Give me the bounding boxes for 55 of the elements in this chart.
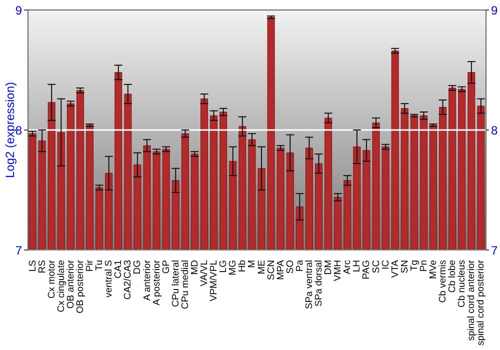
x-tick-label: Arc — [342, 260, 354, 274]
x-tick-label: RS — [36, 260, 48, 274]
x-tick-label: VPM/VPL — [208, 260, 220, 302]
x-tick-label: DM — [323, 260, 334, 275]
x-tick-label: CPu lateral — [170, 260, 182, 307]
x-tick-label: A posterior — [151, 260, 162, 306]
x-tick-label: SO — [284, 260, 296, 274]
y-tick-label: 9 — [15, 3, 22, 18]
x-tick-label: SPa ventral — [304, 260, 315, 310]
x-tick-label: LG — [218, 260, 230, 273]
x-tick-label: CA2/CA3 — [122, 260, 134, 300]
x-tick-label: MPA — [275, 259, 286, 280]
x-tick-label: MG — [228, 260, 239, 276]
x-tick-label: VA/VL — [199, 260, 210, 286]
y-tick-label: 7 — [15, 243, 22, 258]
x-tick-label: Cb nucleus — [456, 260, 468, 308]
x-tick-label: spinal cord posterior — [476, 260, 487, 346]
x-tick-label: CPu medial — [180, 260, 191, 310]
x-tick-label: IC — [380, 260, 392, 270]
x-tick-label: MVe — [428, 260, 440, 280]
x-tick-label: Tu — [94, 260, 106, 271]
x-tick-label: M — [246, 260, 258, 268]
x-tick-label: DG — [132, 260, 144, 274]
x-tick-label: CA1 — [113, 260, 124, 278]
x-tick-label: SC — [370, 260, 382, 274]
x-tick-label: Pa — [294, 259, 306, 272]
x-tick-label: VTA — [390, 259, 401, 278]
x-tick-label: Pir — [84, 260, 96, 272]
x-tick-label: SN — [399, 260, 410, 274]
y-axis-title: Log2 (expression) — [3, 82, 17, 178]
x-tick-label: ME — [256, 260, 268, 274]
x-tick-label: ventral S — [104, 260, 115, 298]
x-tick-label: A anterior — [142, 260, 153, 301]
x-tick-label: GP — [160, 260, 172, 274]
x-tick-label: Cx motor — [46, 260, 58, 299]
y-tick-label: 8 — [15, 123, 22, 138]
x-tick-label: Tg — [408, 260, 420, 272]
x-tick-label: OB posterior — [74, 260, 86, 314]
x-tick-label: Hb — [237, 260, 248, 272]
x-tick-label: spinal cord anterior — [466, 260, 478, 341]
x-tick-label: Cx cingulate — [56, 260, 67, 312]
x-tick-label: OB anterior — [65, 260, 76, 309]
x-tick-label: Pn — [418, 260, 430, 272]
x-tick-label: VMH — [332, 260, 344, 282]
x-tick-label: Cb lobe — [447, 260, 458, 293]
x-tick-label: SPa dorsal — [314, 260, 325, 306]
x-tick-label: PAG — [361, 260, 372, 280]
x-tick-label: MD — [189, 260, 200, 275]
y2-tick-label: 8 — [491, 123, 498, 138]
x-tick-label: Cb vermis — [438, 260, 449, 303]
y2-tick-label: 7 — [491, 243, 498, 258]
x-tick-label: SCN — [266, 260, 277, 280]
y2-tick-label: 9 — [491, 3, 498, 18]
x-tick-label: LH — [352, 260, 363, 272]
x-tick-label: LS — [27, 260, 38, 272]
